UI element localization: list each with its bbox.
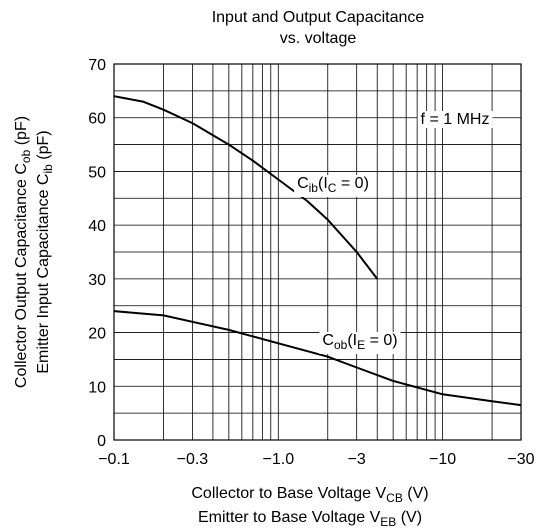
text-part: (I [318, 175, 328, 192]
x-axis-label: Collector to Base Voltage VCB (V) [191, 485, 428, 505]
text-part: (I [347, 332, 357, 349]
label-background [417, 111, 493, 128]
x-axis-label: Emitter to Base Voltage VEB (V) [198, 509, 422, 529]
text-part: C [322, 332, 334, 349]
text-part: (pF) [35, 130, 52, 164]
y-tick-label: 10 [88, 379, 106, 396]
subscript: ib [309, 181, 319, 195]
y-axis-label: Collector Output Capacitance Cob (pF) [13, 116, 33, 388]
subscript: ib [41, 164, 55, 174]
text-part: Emitter to Base Voltage V [198, 509, 381, 526]
y-tick-label: 40 [88, 218, 106, 235]
chart-title: Input and Output Capacitance [212, 9, 425, 26]
plot-frame [113, 63, 522, 441]
y-tick-label: 0 [97, 433, 106, 450]
line [113, 310, 522, 407]
x-tick-label: −0.3 [177, 451, 209, 468]
label-background [319, 332, 401, 354]
text-part: = 0) [336, 175, 368, 192]
text-part: (V) [396, 509, 422, 526]
text-part: (V) [403, 485, 429, 502]
text-part: = 0) [365, 332, 397, 349]
subscript: ob [334, 338, 348, 352]
text-part: Emitter Input Capacitance C [35, 174, 52, 374]
text-part: Collector to Base Voltage V [191, 485, 386, 502]
text-part: Collector Output Capacitance C [13, 163, 30, 388]
y-tick-label: 20 [88, 326, 106, 343]
subscript: ob [19, 149, 33, 163]
y-tick-label: 30 [88, 272, 106, 289]
text-part: (pF) [13, 116, 30, 150]
x-tick-label: −3 [348, 451, 366, 468]
annotation: f = 1 MHz [421, 111, 490, 128]
y-tick-label: 60 [88, 111, 106, 128]
subscript: CB [386, 491, 403, 505]
x-tick-label: −0.1 [98, 451, 130, 468]
y-tick-label: 70 [88, 57, 106, 74]
subscript: C [328, 181, 337, 195]
y-axis-label: Emitter Input Capacitance Cib (pF) [35, 130, 55, 373]
text-part: C [297, 175, 309, 192]
label-background [294, 175, 372, 197]
series-label: Cob(IE = 0) [322, 332, 397, 352]
subscript: EB [380, 515, 396, 529]
series-label: Cib(IC = 0) [297, 175, 369, 195]
y-tick-label: 50 [88, 164, 106, 181]
chart-title: vs. voltage [280, 30, 357, 47]
subscript: E [357, 338, 365, 352]
x-tick-label: −30 [507, 451, 534, 468]
x-tick-label: −1.0 [263, 451, 295, 468]
line [113, 95, 378, 280]
x-tick-label: −10 [429, 451, 456, 468]
